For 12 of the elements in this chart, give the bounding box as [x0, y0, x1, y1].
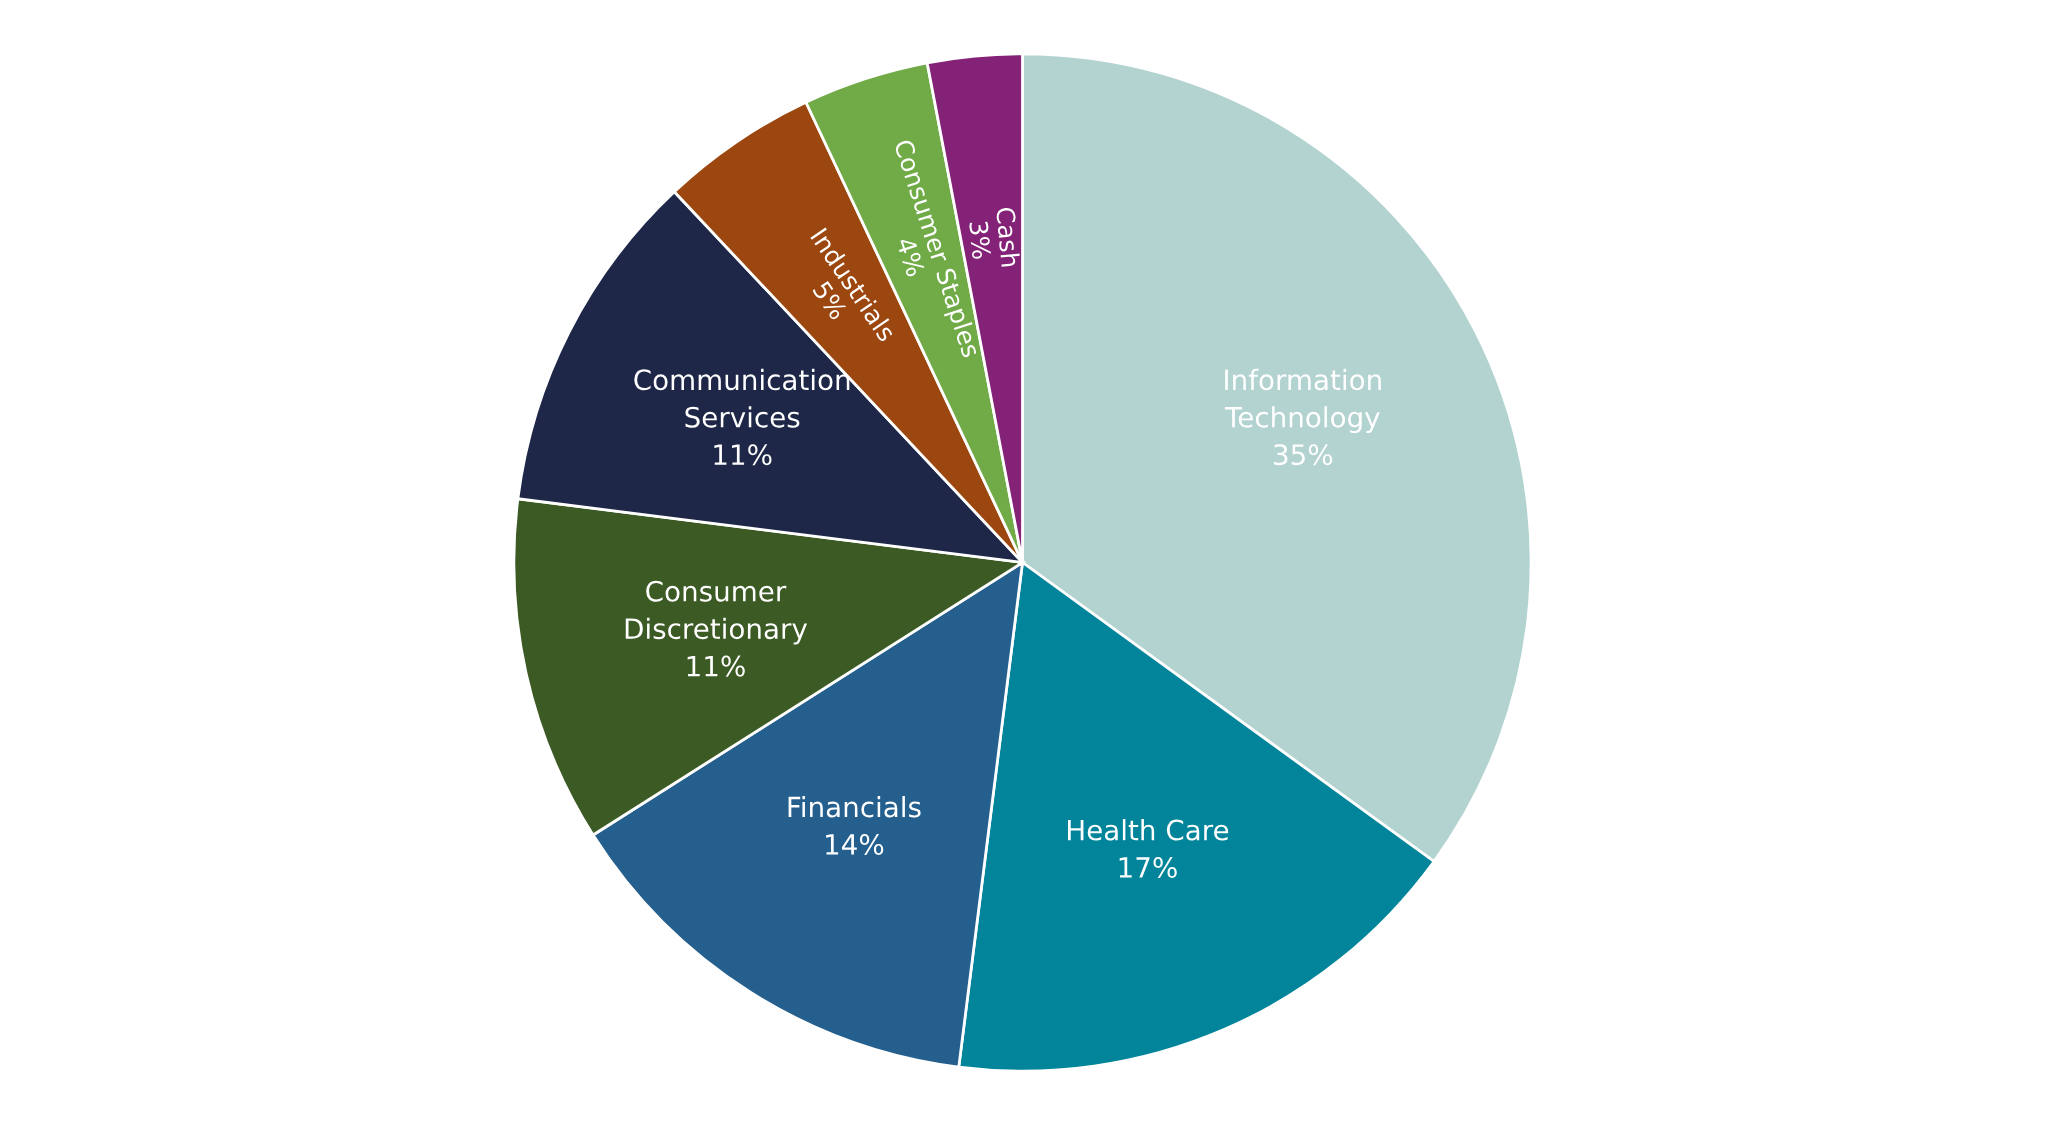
data-label: 3%: [969, 221, 992, 260]
data-label: 35%: [1274, 444, 1333, 466]
data-label: 11%: [687, 655, 745, 677]
slice-label: Information Technology: [1224, 368, 1381, 434]
data-label: 14%: [826, 833, 884, 855]
slice-label: Cash: [995, 207, 1021, 267]
slice-label: Consumer Discretionary: [625, 580, 808, 645]
slice-label: Communication Services: [634, 368, 850, 428]
slice-label: Health Care: [1068, 819, 1229, 841]
data-label: 17%: [1119, 857, 1177, 879]
slice-label: Financials: [788, 795, 921, 818]
data-label: 11%: [714, 444, 772, 466]
